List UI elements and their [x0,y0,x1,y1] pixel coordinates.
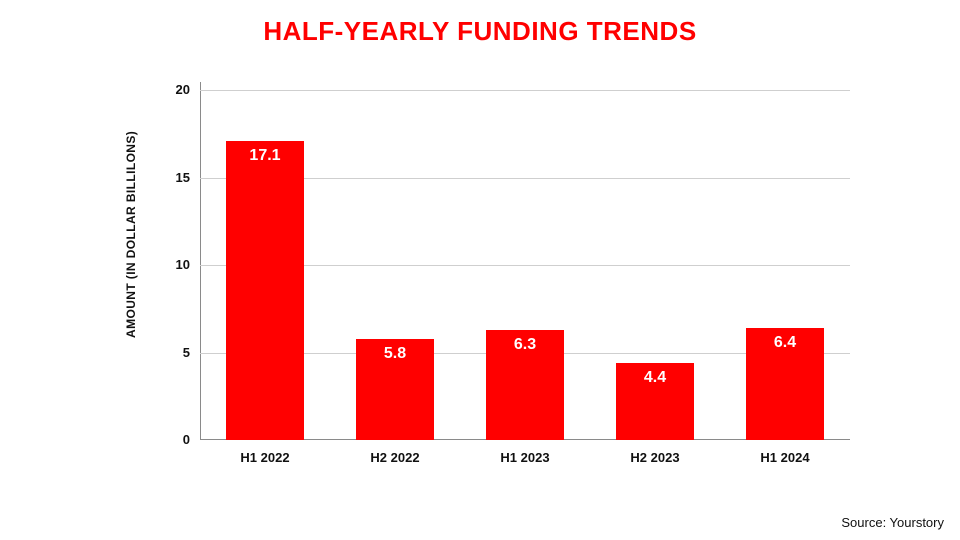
x-tick-label: H1 2023 [460,450,590,465]
y-tick-label: 15 [150,170,190,185]
bar: 6.3 [486,330,564,440]
bar: 6.4 [746,328,824,440]
x-tick-label: H1 2024 [720,450,850,465]
y-axis-label: AMOUNT (IN DOLLAR BILLILONS) [124,131,138,338]
y-tick-label: 20 [150,82,190,97]
bar-value-label: 6.4 [746,334,824,352]
x-tick-label: H1 2022 [200,450,330,465]
bar-value-label: 17.1 [226,147,304,165]
y-tick-label: 10 [150,257,190,272]
source-footer: Source: Yourstory [841,515,944,530]
bars-container: 17.1 5.8 6.3 4.4 6.4 [200,90,850,440]
x-tick-label: H2 2022 [330,450,460,465]
y-tick-label: 5 [150,345,190,360]
chart-area: 17.15.86.34.46.4 05101520 H1 2022H2 2022… [150,90,850,490]
y-tick-label: 0 [150,432,190,447]
bar: 4.4 [616,363,694,440]
plot-area: 17.1 5.8 6.3 4.4 6.4 [200,90,850,440]
page: HALF-YEARLY FUNDING TRENDS AMOUNT (IN DO… [0,0,960,540]
bar-value-label: 6.3 [486,336,564,354]
bar: 17.1 [226,141,304,440]
chart-title: HALF-YEARLY FUNDING TRENDS [0,16,960,47]
bar-value-label: 5.8 [356,345,434,363]
x-tick-label: H2 2023 [590,450,720,465]
bar-value-label: 4.4 [616,369,694,387]
bar: 5.8 [356,339,434,441]
